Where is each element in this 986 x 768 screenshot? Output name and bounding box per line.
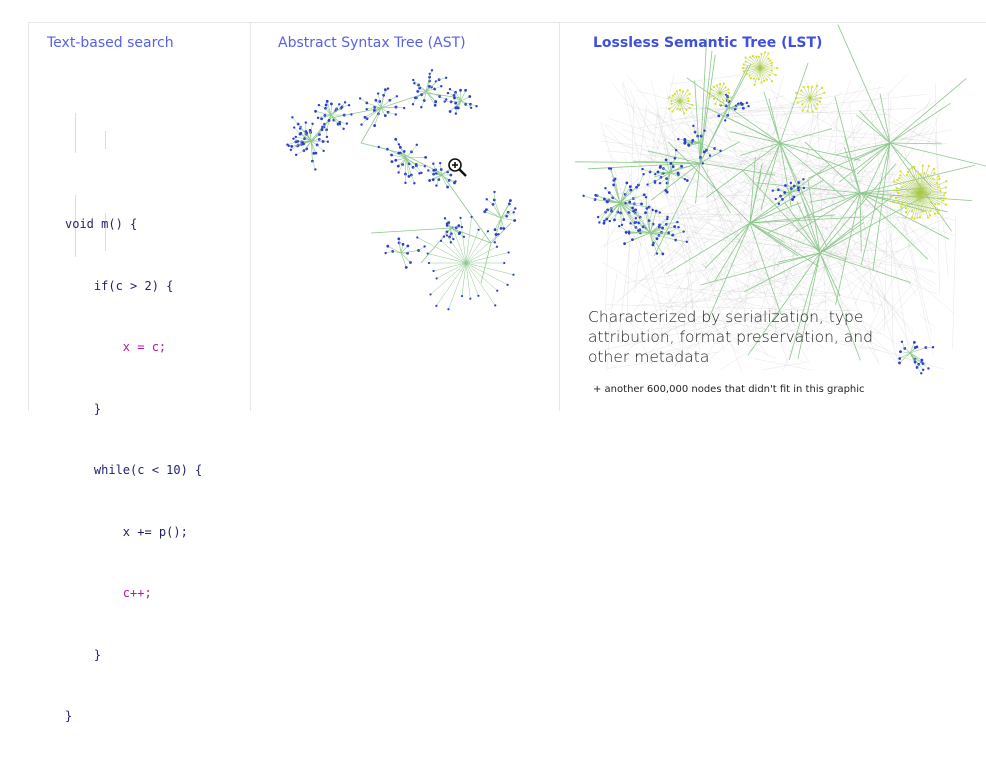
lst-panel: Lossless Semantic Tree (LST) Characteriz… (560, 23, 986, 411)
ast-panel: Abstract Syntax Tree (AST) (251, 23, 560, 411)
lst-caption: Characterized by serialization, type att… (588, 307, 908, 367)
code-line: c++; (65, 583, 202, 604)
code-line: x = c; (65, 337, 202, 358)
code-line: void m() { (65, 214, 202, 235)
text-search-panel: Text-based search void m() { if(c > 2) {… (29, 23, 251, 411)
comparison-frame: Text-based search void m() { if(c > 2) {… (28, 22, 986, 411)
ast-tree-graphic (251, 23, 560, 412)
code-line: while(c < 10) { (65, 460, 202, 481)
code-snippet: void m() { if(c > 2) { x = c; } while(c … (65, 91, 202, 768)
lst-footnote: + another 600,000 nodes that didn't fit … (593, 384, 865, 395)
code-line: x += p(); (65, 522, 202, 543)
code-line: if(c > 2) { (65, 276, 202, 297)
code-line: } (65, 399, 202, 420)
code-line: } (65, 645, 202, 666)
lst-title: Lossless Semantic Tree (LST) (593, 35, 822, 51)
zoom-in-icon[interactable] (446, 156, 470, 180)
code-line: } (65, 706, 202, 727)
text-search-title: Text-based search (47, 35, 174, 51)
